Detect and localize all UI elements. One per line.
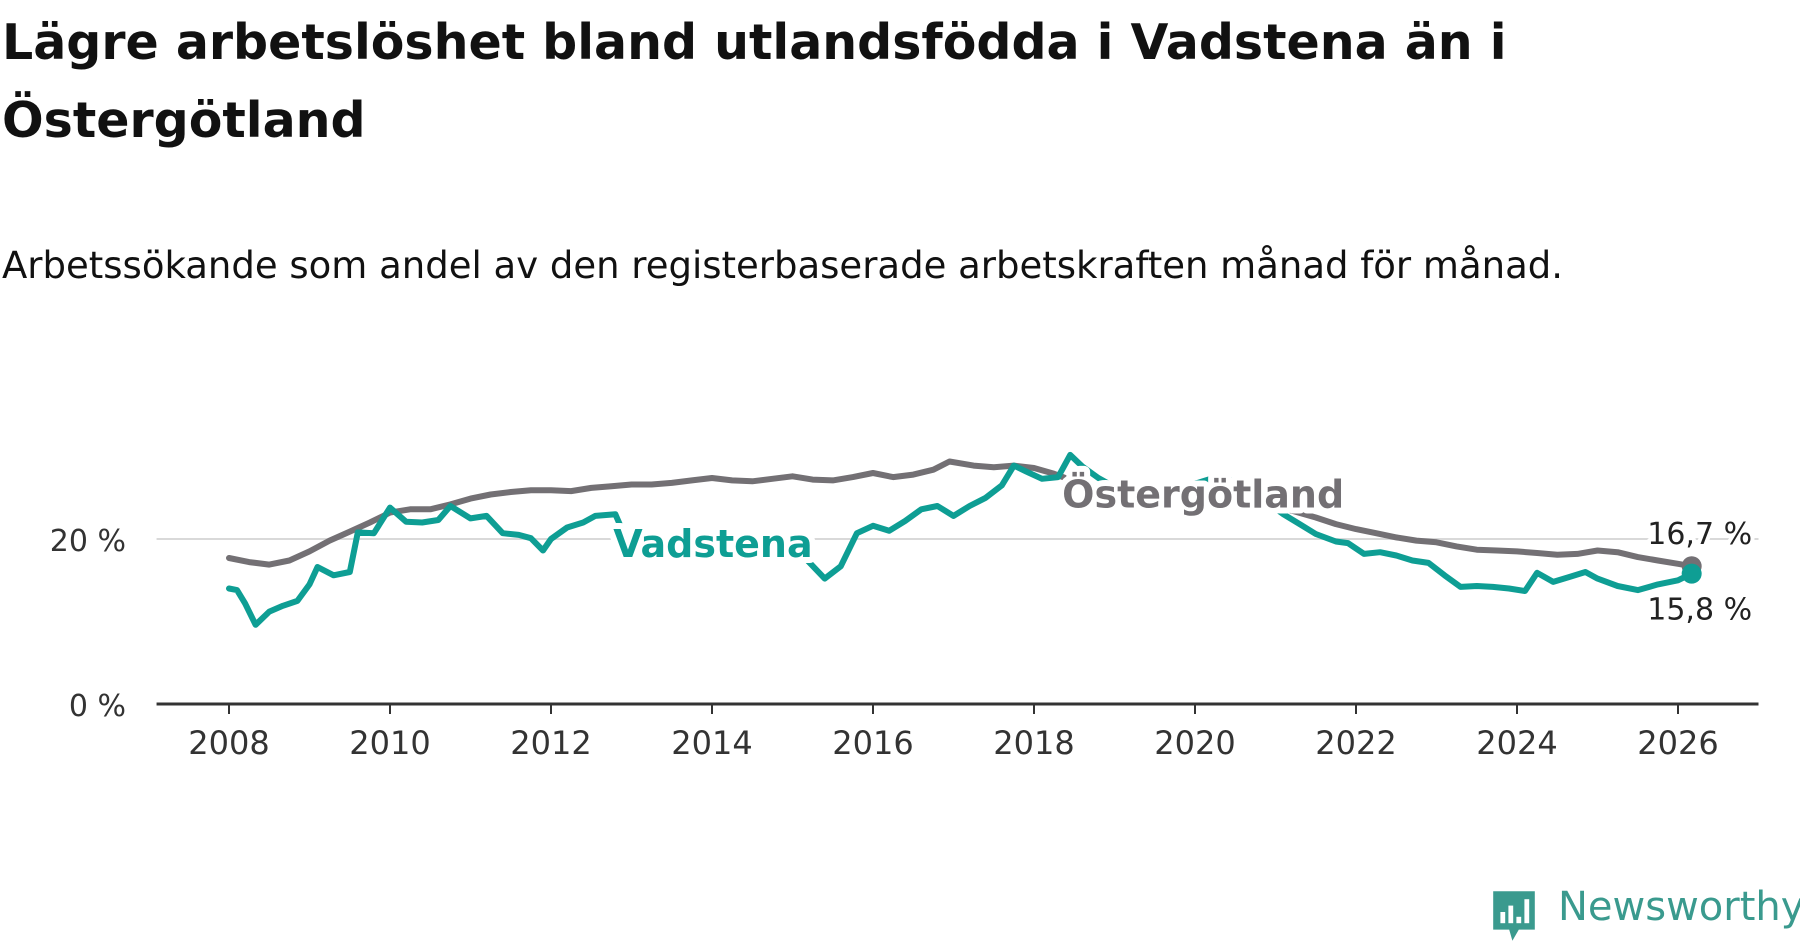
x-tick-label: 2016 xyxy=(832,724,913,762)
x-tick-label: 2014 xyxy=(671,724,752,762)
newsworthy-brand: Newsworthy xyxy=(1558,884,1800,930)
series-label-halo-vadstena: Vadstena xyxy=(613,522,812,566)
series-line-stergtland xyxy=(226,458,1695,570)
y-tick-label: 20 % xyxy=(50,524,126,559)
x-tick-label: 2020 xyxy=(1154,724,1235,762)
x-tick-label: 2018 xyxy=(993,724,1074,762)
chart-subtitle: Arbetssökande som andel av den registerb… xyxy=(2,244,1563,287)
end-value-halo: 15,8 % xyxy=(1647,593,1752,628)
newsworthy-logo-icon xyxy=(1493,891,1535,941)
x-tick-label: 2026 xyxy=(1637,724,1718,762)
chart-title: Lägre arbetslöshet bland utlandsfödda i … xyxy=(2,14,1507,149)
series-layer xyxy=(226,451,1702,628)
x-tick-label: 2010 xyxy=(349,724,430,762)
axis-layer: 0 % 20 % 2008 2010 2012 2014 2016 2018 2020 2022 2… xyxy=(50,524,1759,762)
x-tick-label: 2008 xyxy=(188,724,269,762)
x-tick-label: 2012 xyxy=(510,724,591,762)
label-layer: VadstenaVadstenaÖstergötlandÖstergötland… xyxy=(607,467,1756,632)
series-label-halo-stergtland: Östergötland xyxy=(1062,473,1344,517)
series-label-vadstena: Vadstena xyxy=(613,522,812,566)
end-value-label: 15,8 % xyxy=(1647,593,1752,628)
series-line-vadstena xyxy=(226,451,1695,628)
y-tick-label: 0 % xyxy=(69,689,126,724)
end-point-vadstena xyxy=(1681,563,1702,584)
end-value-label: 16,7 % xyxy=(1647,517,1752,552)
x-tick-label: 2022 xyxy=(1315,724,1396,762)
end-value-halo: 16,7 % xyxy=(1647,517,1752,552)
series-label-stergtland: Östergötland xyxy=(1062,473,1344,517)
x-tick-label: 2024 xyxy=(1476,724,1557,762)
